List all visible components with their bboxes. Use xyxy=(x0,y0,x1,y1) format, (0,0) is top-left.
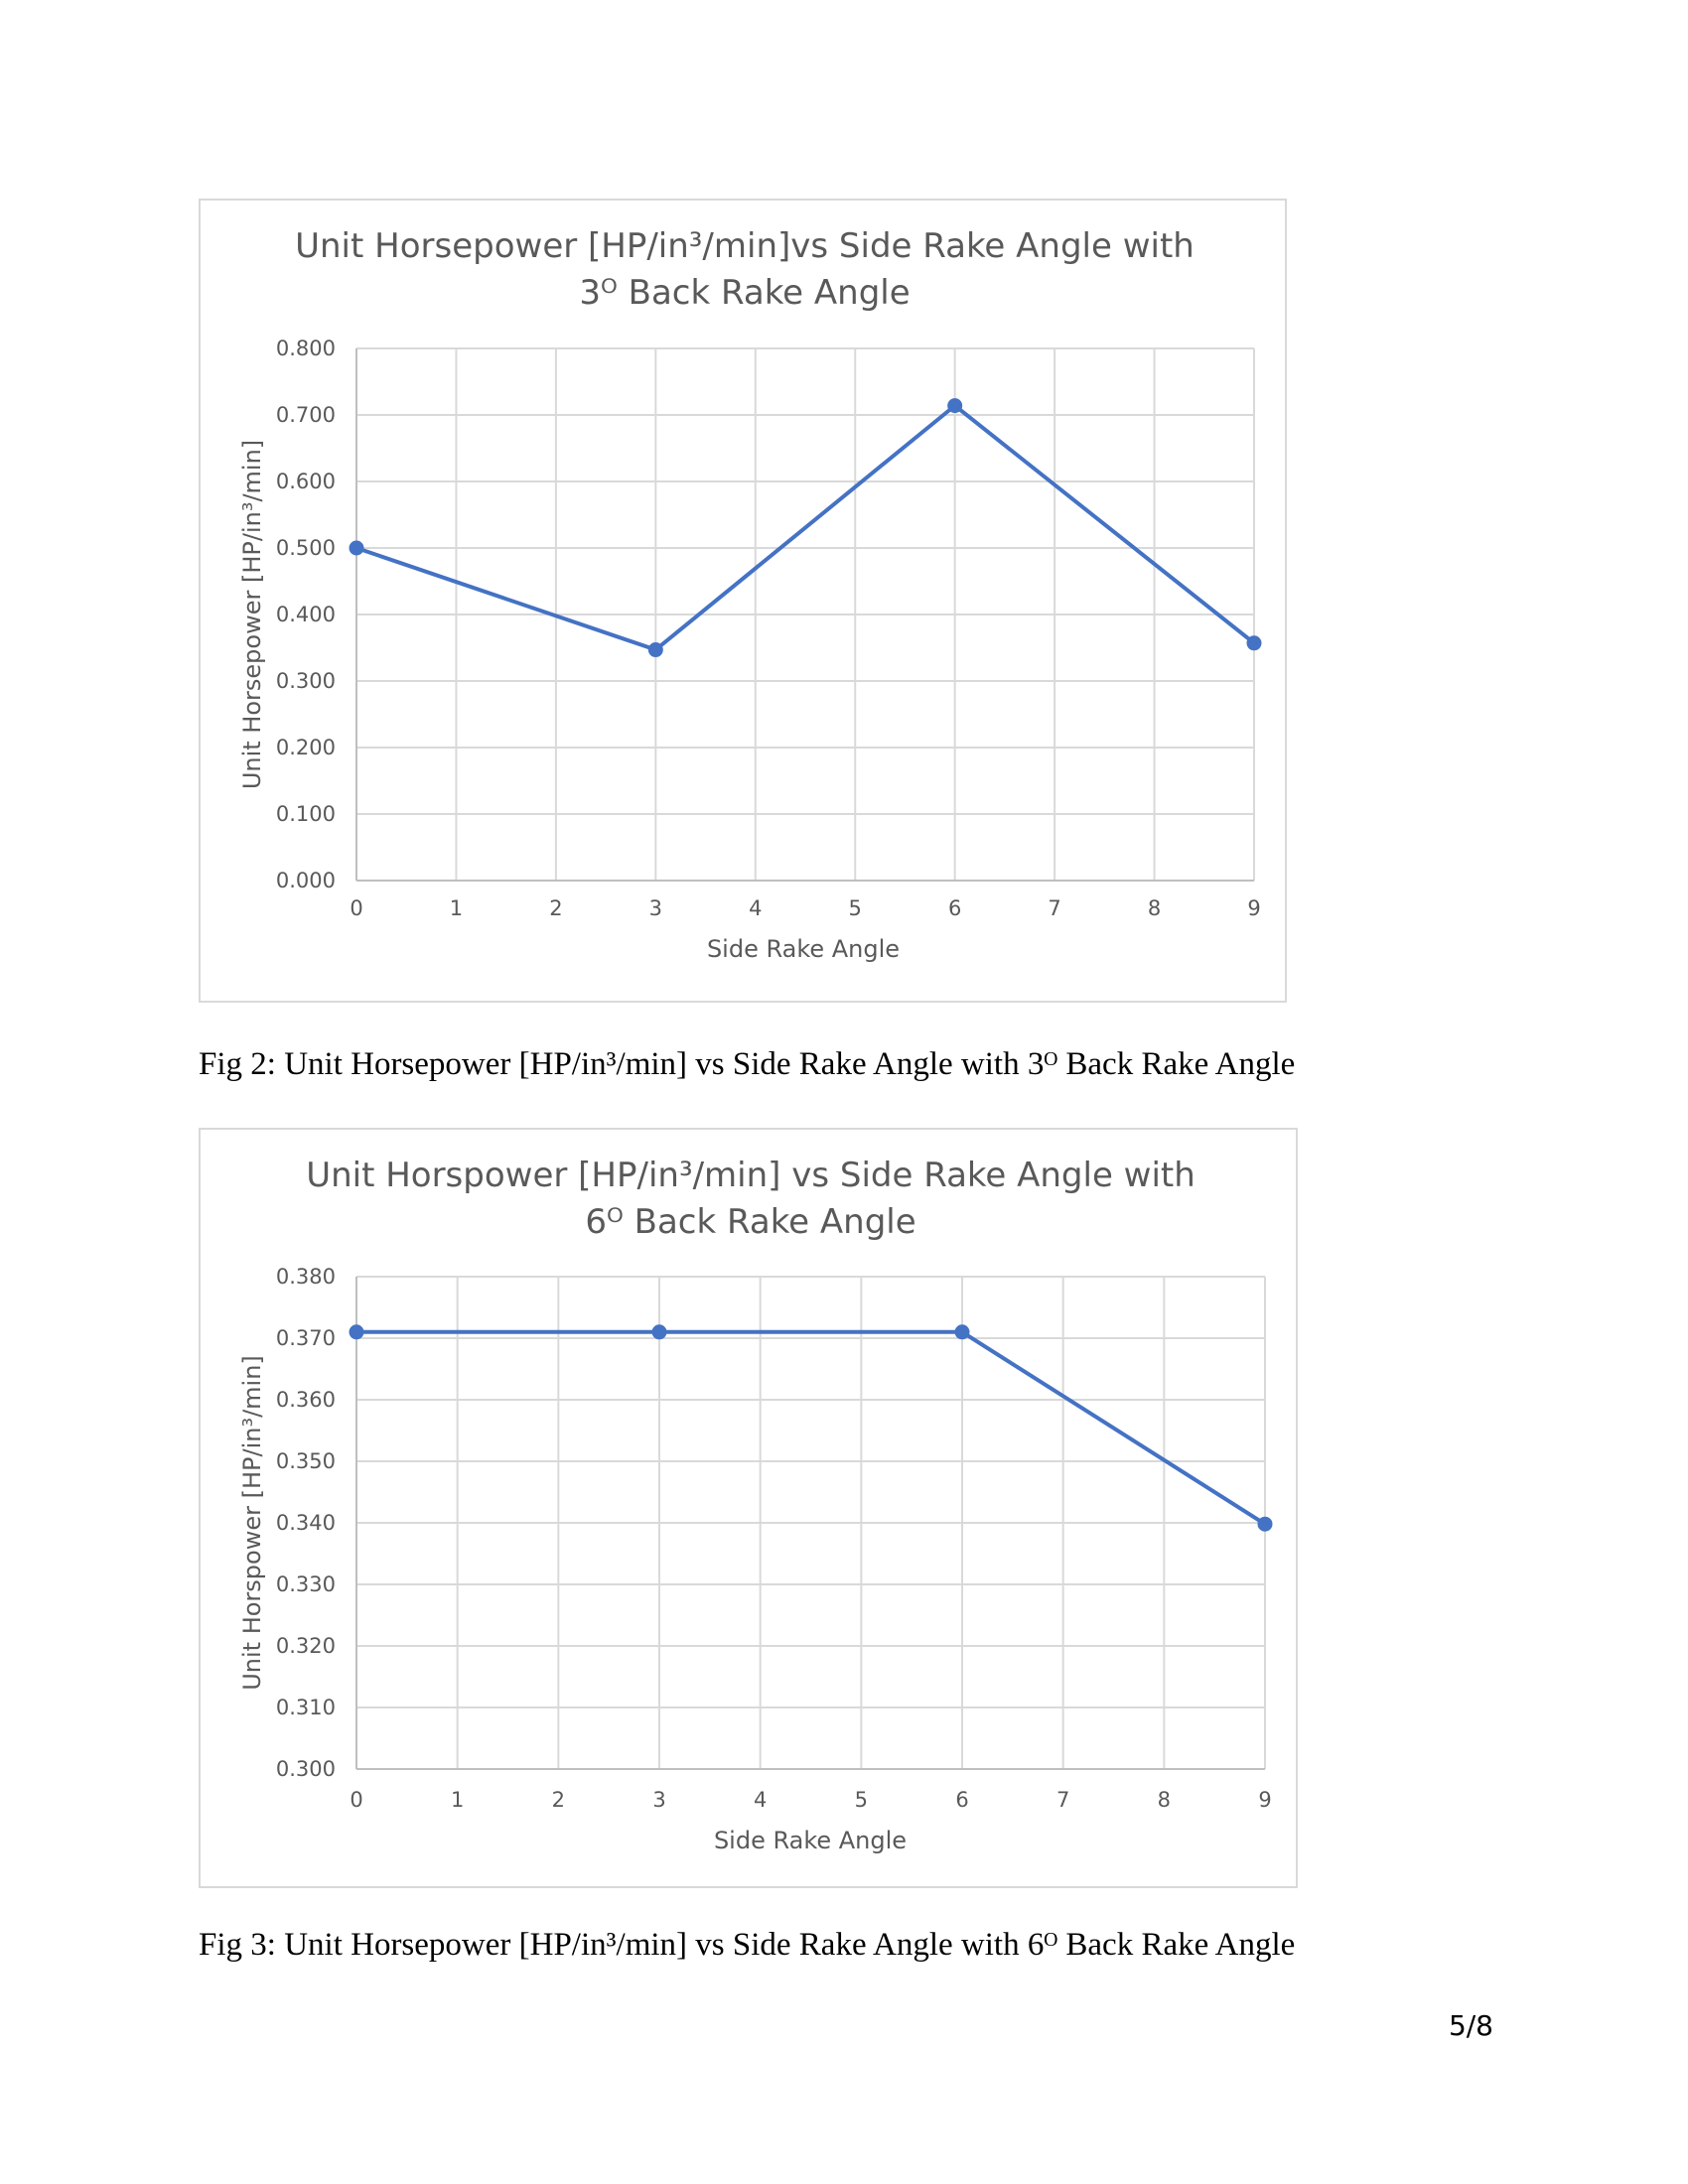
chart-1-x-tick-label: 3 xyxy=(649,896,662,920)
chart-2-y-tick-label: 0.350 xyxy=(276,1449,336,1473)
chart-2-y-axis-label: Unit Horspower [HP/in³/min] xyxy=(238,1355,266,1691)
chart-1-x-tick-label: 8 xyxy=(1148,896,1161,920)
chart-2-x-tick-label: 9 xyxy=(1258,1788,1271,1812)
chart-1-svg: Unit Horsepower [HP/in³/min]vs Side Rake… xyxy=(238,226,1262,963)
chart-2-x-tick-label: 1 xyxy=(451,1788,464,1812)
chart-1-y-tick-label: 0.200 xyxy=(276,736,336,759)
chart-2-x-tick-label: 3 xyxy=(652,1788,665,1812)
chart-2-title-line2: 6ᴼ Back Rake Angle xyxy=(585,1202,915,1242)
chart-2-data-point xyxy=(954,1324,970,1340)
chart-1-x-tick-label: 0 xyxy=(350,896,362,920)
chart-1-y-tick-label: 0.800 xyxy=(276,337,336,360)
chart-2-y-tick-label: 0.330 xyxy=(276,1572,336,1596)
chart-1-y-axis-label: Unit Horsepower [HP/in³/min] xyxy=(238,440,266,789)
chart-2-x-tick-label: 5 xyxy=(855,1788,868,1812)
chart-1-y-tick-label: 0.500 xyxy=(276,536,336,560)
chart-2-y-tick-label: 0.360 xyxy=(276,1388,336,1412)
page-number: 5/8 xyxy=(1448,2009,1493,2042)
chart-2-y-tick-label: 0.380 xyxy=(276,1265,336,1289)
chart-2-y-tick-label: 0.300 xyxy=(276,1757,336,1781)
chart-1-x-tick-label: 1 xyxy=(450,896,463,920)
chart-2-data-point xyxy=(349,1324,364,1340)
chart-2-x-tick-label: 6 xyxy=(955,1788,968,1812)
chart-2-data-point xyxy=(651,1324,667,1340)
chart-1-data-point xyxy=(647,642,663,658)
chart-1-data-point xyxy=(1246,635,1262,651)
chart-1: Unit Horsepower [HP/in³/min]vs Side Rake… xyxy=(199,199,1287,1003)
chart-1-series-line xyxy=(355,403,1256,652)
figure-caption-2: Fig 2: Unit Horsepower [HP/in³/min] vs S… xyxy=(199,1046,1296,1082)
chart-1-x-tick-label: 6 xyxy=(948,896,961,920)
chart-1-y-tick-label: 0.600 xyxy=(276,470,336,493)
chart-1-title-line2: 3ᴼ Back Rake Angle xyxy=(579,273,910,313)
chart-2-svg: Unit Horspower [HP/in³/min] vs Side Rake… xyxy=(238,1156,1273,1854)
chart-2: Unit Horspower [HP/in³/min] vs Side Rake… xyxy=(199,1128,1298,1888)
chart-1-x-tick-label: 7 xyxy=(1048,896,1060,920)
chart-1-y-tick-label: 0.400 xyxy=(276,603,336,626)
chart-1-title-line1: Unit Horsepower [HP/in³/min]vs Side Rake… xyxy=(295,226,1195,266)
chart-2-x-axis-label: Side Rake Angle xyxy=(714,1827,907,1854)
chart-2-title-line1: Unit Horspower [HP/in³/min] vs Side Rake… xyxy=(306,1156,1196,1195)
chart-2-y-tick-label: 0.320 xyxy=(276,1634,336,1658)
chart-1-y-tick-label: 0.300 xyxy=(276,669,336,693)
chart-2-data-point xyxy=(1257,1516,1273,1532)
chart-1-y-tick-label: 0.100 xyxy=(276,802,336,826)
chart-2-y-tick-label: 0.340 xyxy=(276,1511,336,1535)
chart-2-series-line xyxy=(356,1329,1267,1526)
chart-1-x-tick-label: 5 xyxy=(849,896,862,920)
chart-2-x-tick-label: 7 xyxy=(1056,1788,1069,1812)
chart-2-x-tick-label: 4 xyxy=(754,1788,767,1812)
chart-2-x-tick-label: 8 xyxy=(1158,1788,1171,1812)
chart-1-x-tick-label: 9 xyxy=(1247,896,1260,920)
chart-2-x-tick-label: 0 xyxy=(350,1788,362,1812)
chart-2-x-tick-label: 2 xyxy=(552,1788,565,1812)
chart-1-y-tick-label: 0.000 xyxy=(276,869,336,892)
chart-1-x-tick-label: 2 xyxy=(549,896,562,920)
chart-2-y-tick-label: 0.370 xyxy=(276,1326,336,1350)
chart-1-x-axis-label: Side Rake Angle xyxy=(707,935,900,963)
figure-caption-3: Fig 3: Unit Horsepower [HP/in³/min] vs S… xyxy=(199,1927,1296,1963)
chart-2-y-tick-label: 0.310 xyxy=(276,1696,336,1719)
chart-1-data-point xyxy=(349,540,364,556)
chart-1-x-tick-label: 4 xyxy=(749,896,762,920)
chart-1-y-tick-label: 0.700 xyxy=(276,403,336,427)
chart-1-data-point xyxy=(947,398,963,414)
